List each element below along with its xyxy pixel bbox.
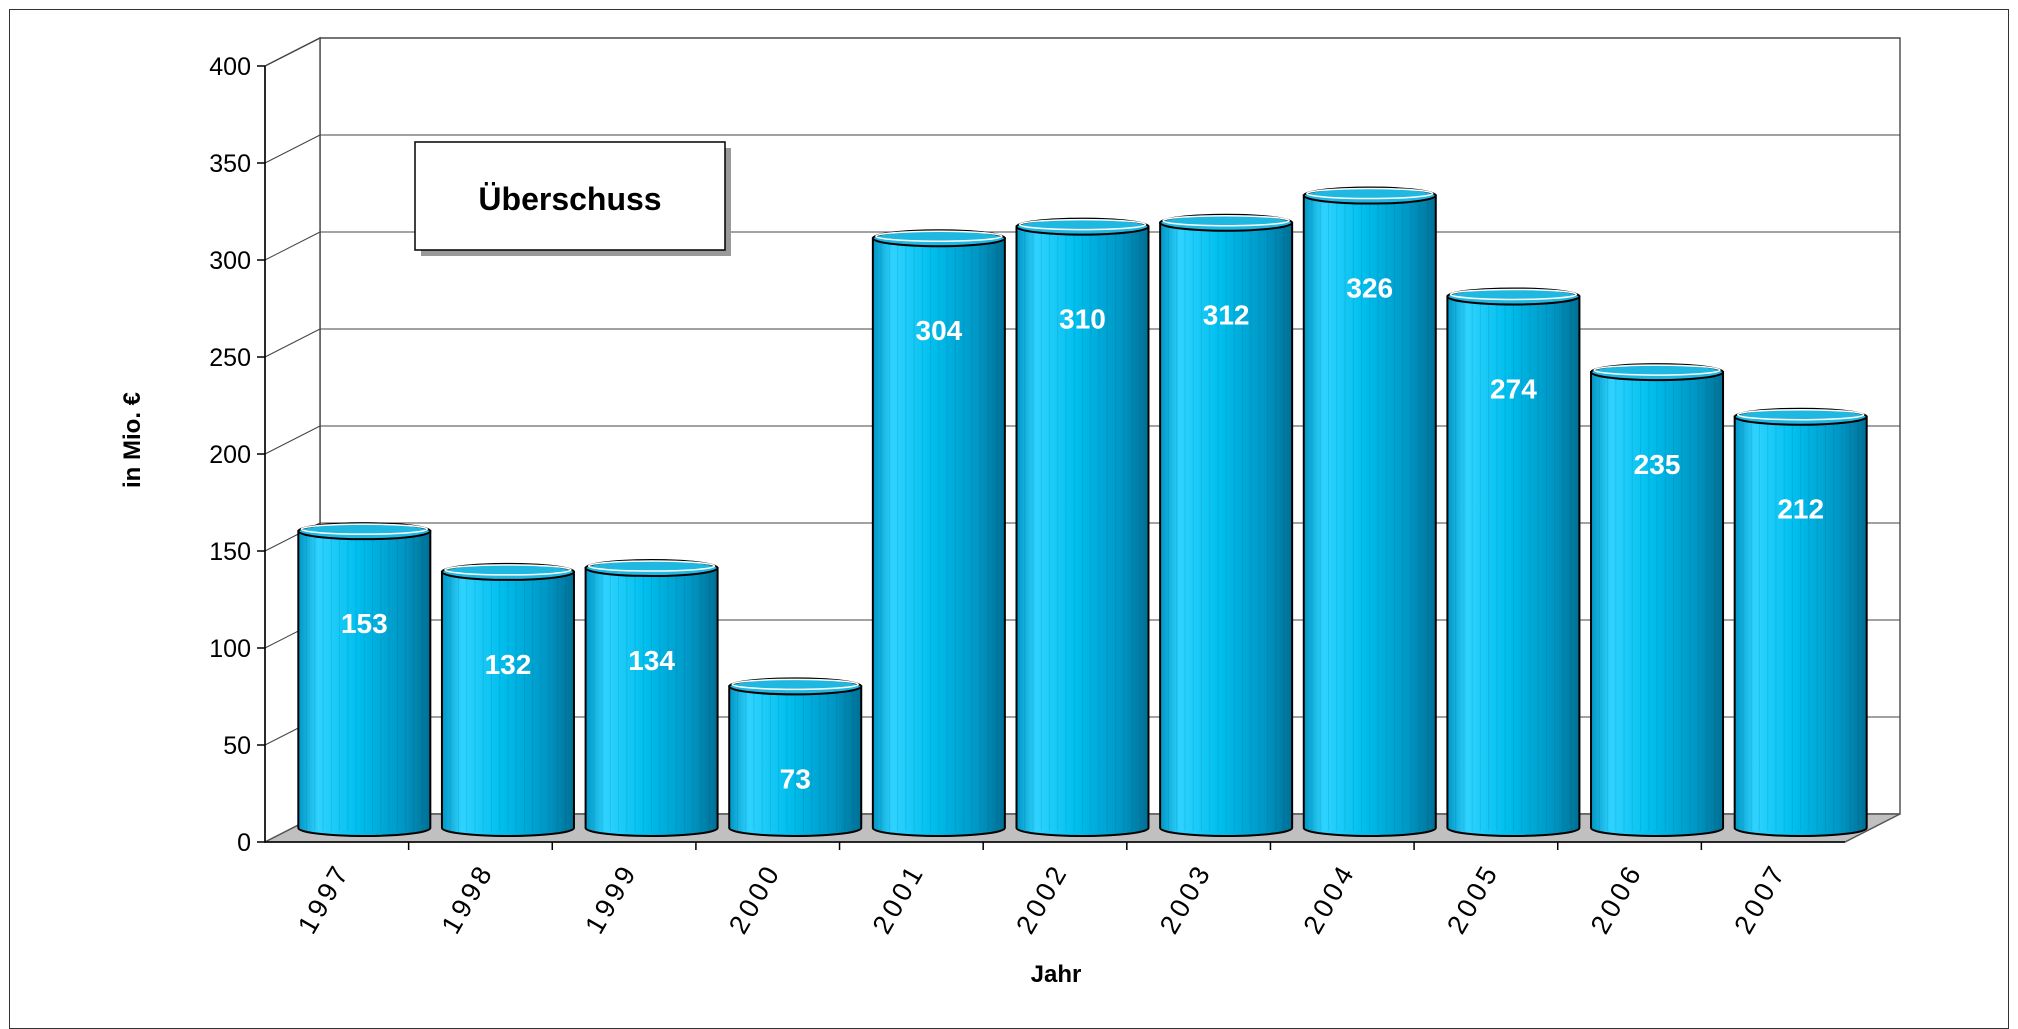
x-tick-label: 2005: [1441, 858, 1505, 939]
y-tick-label: 100: [209, 635, 251, 663]
data-label: 326: [1346, 273, 1393, 304]
y-tick-label: 50: [223, 732, 251, 760]
bar-top-highlight: [1449, 288, 1578, 301]
bar: [584, 567, 719, 837]
x-axis: 1997 1998 1999 2000 2001 2002 2003 2004 2005 2006…: [265, 841, 1845, 939]
bar-top: [728, 677, 863, 696]
bar-top: [1733, 407, 1868, 426]
bar-top-highlight: [731, 678, 859, 691]
bar-top-highlight: [1018, 218, 1147, 231]
y-axis: 0 50 100 150 200 250 300 350 400: [209, 53, 266, 857]
bar: [871, 237, 1006, 837]
y-tick-label: 200: [209, 441, 251, 469]
x-tick-label: 2000: [723, 858, 787, 939]
bar-top: [1446, 287, 1581, 306]
bar-top-highlight: [875, 230, 1003, 242]
data-label: 212: [1777, 494, 1824, 525]
bar-top-highlight: [587, 560, 716, 572]
bar-top-highlight: [444, 564, 572, 576]
bar: [728, 685, 863, 837]
data-label: 312: [1203, 300, 1250, 331]
bar-group: 153: [297, 522, 432, 837]
data-label: 132: [485, 649, 532, 680]
y-tick-label: 300: [209, 247, 251, 275]
x-tick-label: 2007: [1728, 858, 1792, 939]
y-tick-label: 250: [209, 344, 251, 372]
data-label: 73: [780, 763, 811, 794]
bar: [1015, 225, 1150, 837]
bar: [1302, 194, 1437, 837]
bar-top: [1302, 186, 1437, 205]
bar: [1590, 371, 1725, 837]
bar-top: [871, 229, 1006, 248]
chart-title: Überschuss: [478, 181, 661, 217]
x-tick-label: 2006: [1585, 858, 1649, 939]
bar-top-highlight: [1593, 364, 1721, 376]
bar-top: [584, 559, 719, 578]
x-tick-label: 2004: [1297, 858, 1361, 939]
gridline-side: [264, 134, 321, 164]
bar-top-highlight: [1736, 408, 1865, 421]
bar-group: 73: [728, 677, 863, 837]
bar-top-highlight: [300, 523, 429, 535]
x-tick-label: 2002: [1010, 858, 1074, 939]
title-box: Überschuss: [414, 141, 731, 256]
y-tick-label: 350: [209, 150, 251, 178]
data-label: 304: [916, 315, 963, 346]
bar-top-highlight: [1306, 187, 1434, 200]
x-axis-title: Jahr: [1031, 961, 1082, 988]
y-tick-label: 150: [209, 538, 251, 566]
bar-group: 274: [1446, 287, 1581, 837]
bar-top: [297, 522, 432, 541]
x-tick-label: 1998: [436, 858, 500, 939]
bar-group: 312: [1159, 213, 1294, 837]
title-box-frame: [414, 141, 726, 251]
bar-group: 310: [1015, 217, 1150, 837]
y-tick-label: 400: [209, 53, 251, 81]
bar-group: 326: [1302, 186, 1437, 837]
bar: [440, 570, 575, 837]
bar-top: [1015, 217, 1150, 236]
bar-group: 212: [1733, 407, 1868, 837]
bar-group: 134: [584, 559, 719, 837]
x-tick-label: 1997: [292, 858, 356, 939]
y-tick-label: 0: [237, 829, 251, 857]
bar-group: 132: [440, 562, 575, 837]
data-label: 235: [1634, 449, 1681, 480]
gridline-side: [264, 231, 321, 261]
y-axis-title: in Mio. €: [119, 392, 146, 488]
bar: [297, 530, 432, 837]
bar: [1159, 221, 1294, 837]
gridline-side: [264, 328, 321, 358]
bar-top: [1159, 213, 1294, 232]
bar: [1446, 295, 1581, 837]
data-label: 274: [1490, 373, 1537, 404]
bar-top: [440, 562, 575, 581]
bar-group: 304: [871, 229, 1006, 837]
x-tick-label: 2001: [867, 858, 931, 939]
gridline-side: [264, 425, 321, 455]
bar: [1733, 415, 1868, 837]
bar-top-highlight: [1162, 214, 1290, 227]
gridline-side: [264, 37, 321, 67]
x-tick-label: 1999: [579, 858, 643, 939]
bar-top: [1590, 363, 1725, 382]
x-tick-label: 2003: [1154, 858, 1218, 939]
data-label: 310: [1059, 304, 1106, 335]
data-label: 153: [341, 608, 388, 639]
bars: 153 132 134 73 304 310 312 326 274 235 212: [297, 186, 1868, 837]
data-label: 134: [628, 645, 675, 676]
bar-group: 235: [1590, 363, 1725, 837]
